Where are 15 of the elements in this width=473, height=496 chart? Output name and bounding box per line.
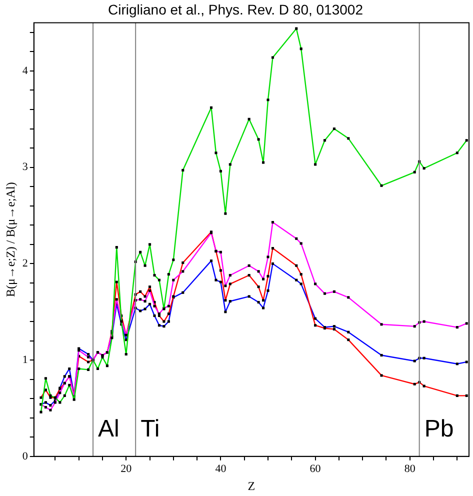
y-tick-label: 4	[22, 64, 28, 77]
y-tick-label: 2	[22, 258, 28, 270]
ref-line-label: Pb	[424, 415, 454, 442]
y-tick-label: 3	[22, 161, 28, 174]
y-tick-label: 1	[22, 354, 28, 366]
x-tick-label: 60	[310, 462, 322, 475]
y-tick-label: 0	[22, 450, 28, 462]
x-tick-label: 40	[215, 462, 227, 475]
ref-line-label: Al	[98, 415, 120, 442]
ref-line-label: Ti	[140, 415, 160, 442]
x-axis-title: Z	[248, 478, 256, 493]
chart-title: Cirigliano et al., Phys. Rev. D 80, 013002	[108, 1, 364, 18]
y-axis-title: B(μ→e;Z) / B(μ→e;Al)	[3, 182, 18, 298]
x-tick-label: 20	[120, 462, 132, 475]
x-tick-label: 80	[404, 462, 416, 475]
